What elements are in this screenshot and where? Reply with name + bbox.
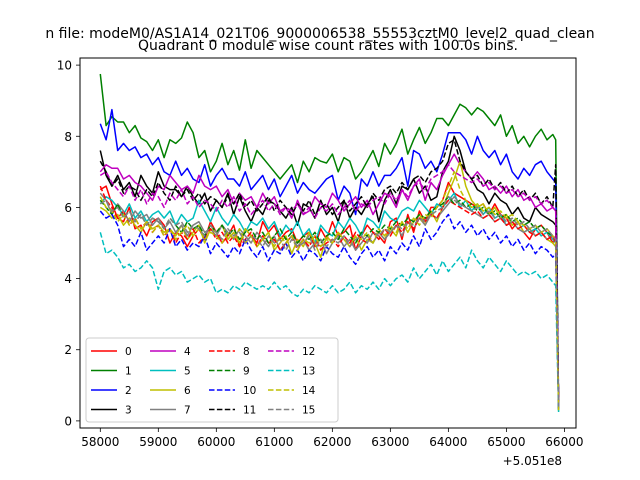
legend-box [85,337,339,423]
y-tick-label: 2 [64,343,72,357]
legend-label-4: 4 [184,346,191,358]
legend-label-12: 12 [302,346,315,358]
legend-label-11: 11 [243,405,256,417]
x-tick-label: 62000 [313,435,351,449]
y-axis: 0 2 4 6 8 10 [57,59,80,428]
series-line-4 [99,153,560,407]
legend-label-2: 2 [125,385,132,397]
x-axis-offset-label: +5.051e8 [503,454,562,468]
series-line-13 [99,232,560,413]
x-tick-label: 65000 [487,435,525,449]
series-line-2 [99,108,560,407]
x-tick-label: 58000 [81,435,119,449]
legend-label-13: 13 [302,366,315,378]
figure-suptitle: n file: modeM0/AS1A14_021T06_9000006538_… [45,26,594,42]
legend-label-7: 7 [184,405,191,417]
chart-title: Quadrant 0 module wise count rates with … [138,38,518,54]
legend-label-0: 0 [125,346,132,358]
legend-label-10: 10 [243,385,256,397]
legend-label-14: 14 [302,385,316,397]
legend-label-3: 3 [125,405,132,417]
series-line-10 [99,210,560,411]
axes-frame [79,57,577,429]
x-tick-label: 66000 [545,435,583,449]
series-layer [99,73,560,413]
y-tick-label: 6 [64,201,72,215]
legend-label-8: 8 [243,346,250,358]
series-line-3 [99,135,560,404]
legend-label-6: 6 [184,385,191,397]
y-tick-label: 8 [64,130,72,144]
y-tick-label: 0 [64,414,72,428]
x-tick-label: 59000 [139,435,177,449]
series-line-14 [99,171,560,411]
series-line-11 [99,139,560,404]
x-tick-label: 60000 [197,435,235,449]
legend-label-9: 9 [243,366,250,378]
x-tick-label: 63000 [371,435,409,449]
series-line-15 [99,195,560,407]
legend-label-1: 1 [125,366,132,378]
y-tick-label: 4 [64,272,72,286]
x-tick-label: 64000 [429,435,467,449]
legend-label-15: 15 [302,405,315,417]
legend-label-5: 5 [184,366,191,378]
series-line-12 [99,163,560,405]
x-axis: 58000 59000 60000 61000 62000 63000 64000 65000… [81,428,583,449]
series-line-1 [99,73,560,411]
y-tick-label: 10 [57,59,72,73]
x-tick-label: 61000 [255,435,293,449]
